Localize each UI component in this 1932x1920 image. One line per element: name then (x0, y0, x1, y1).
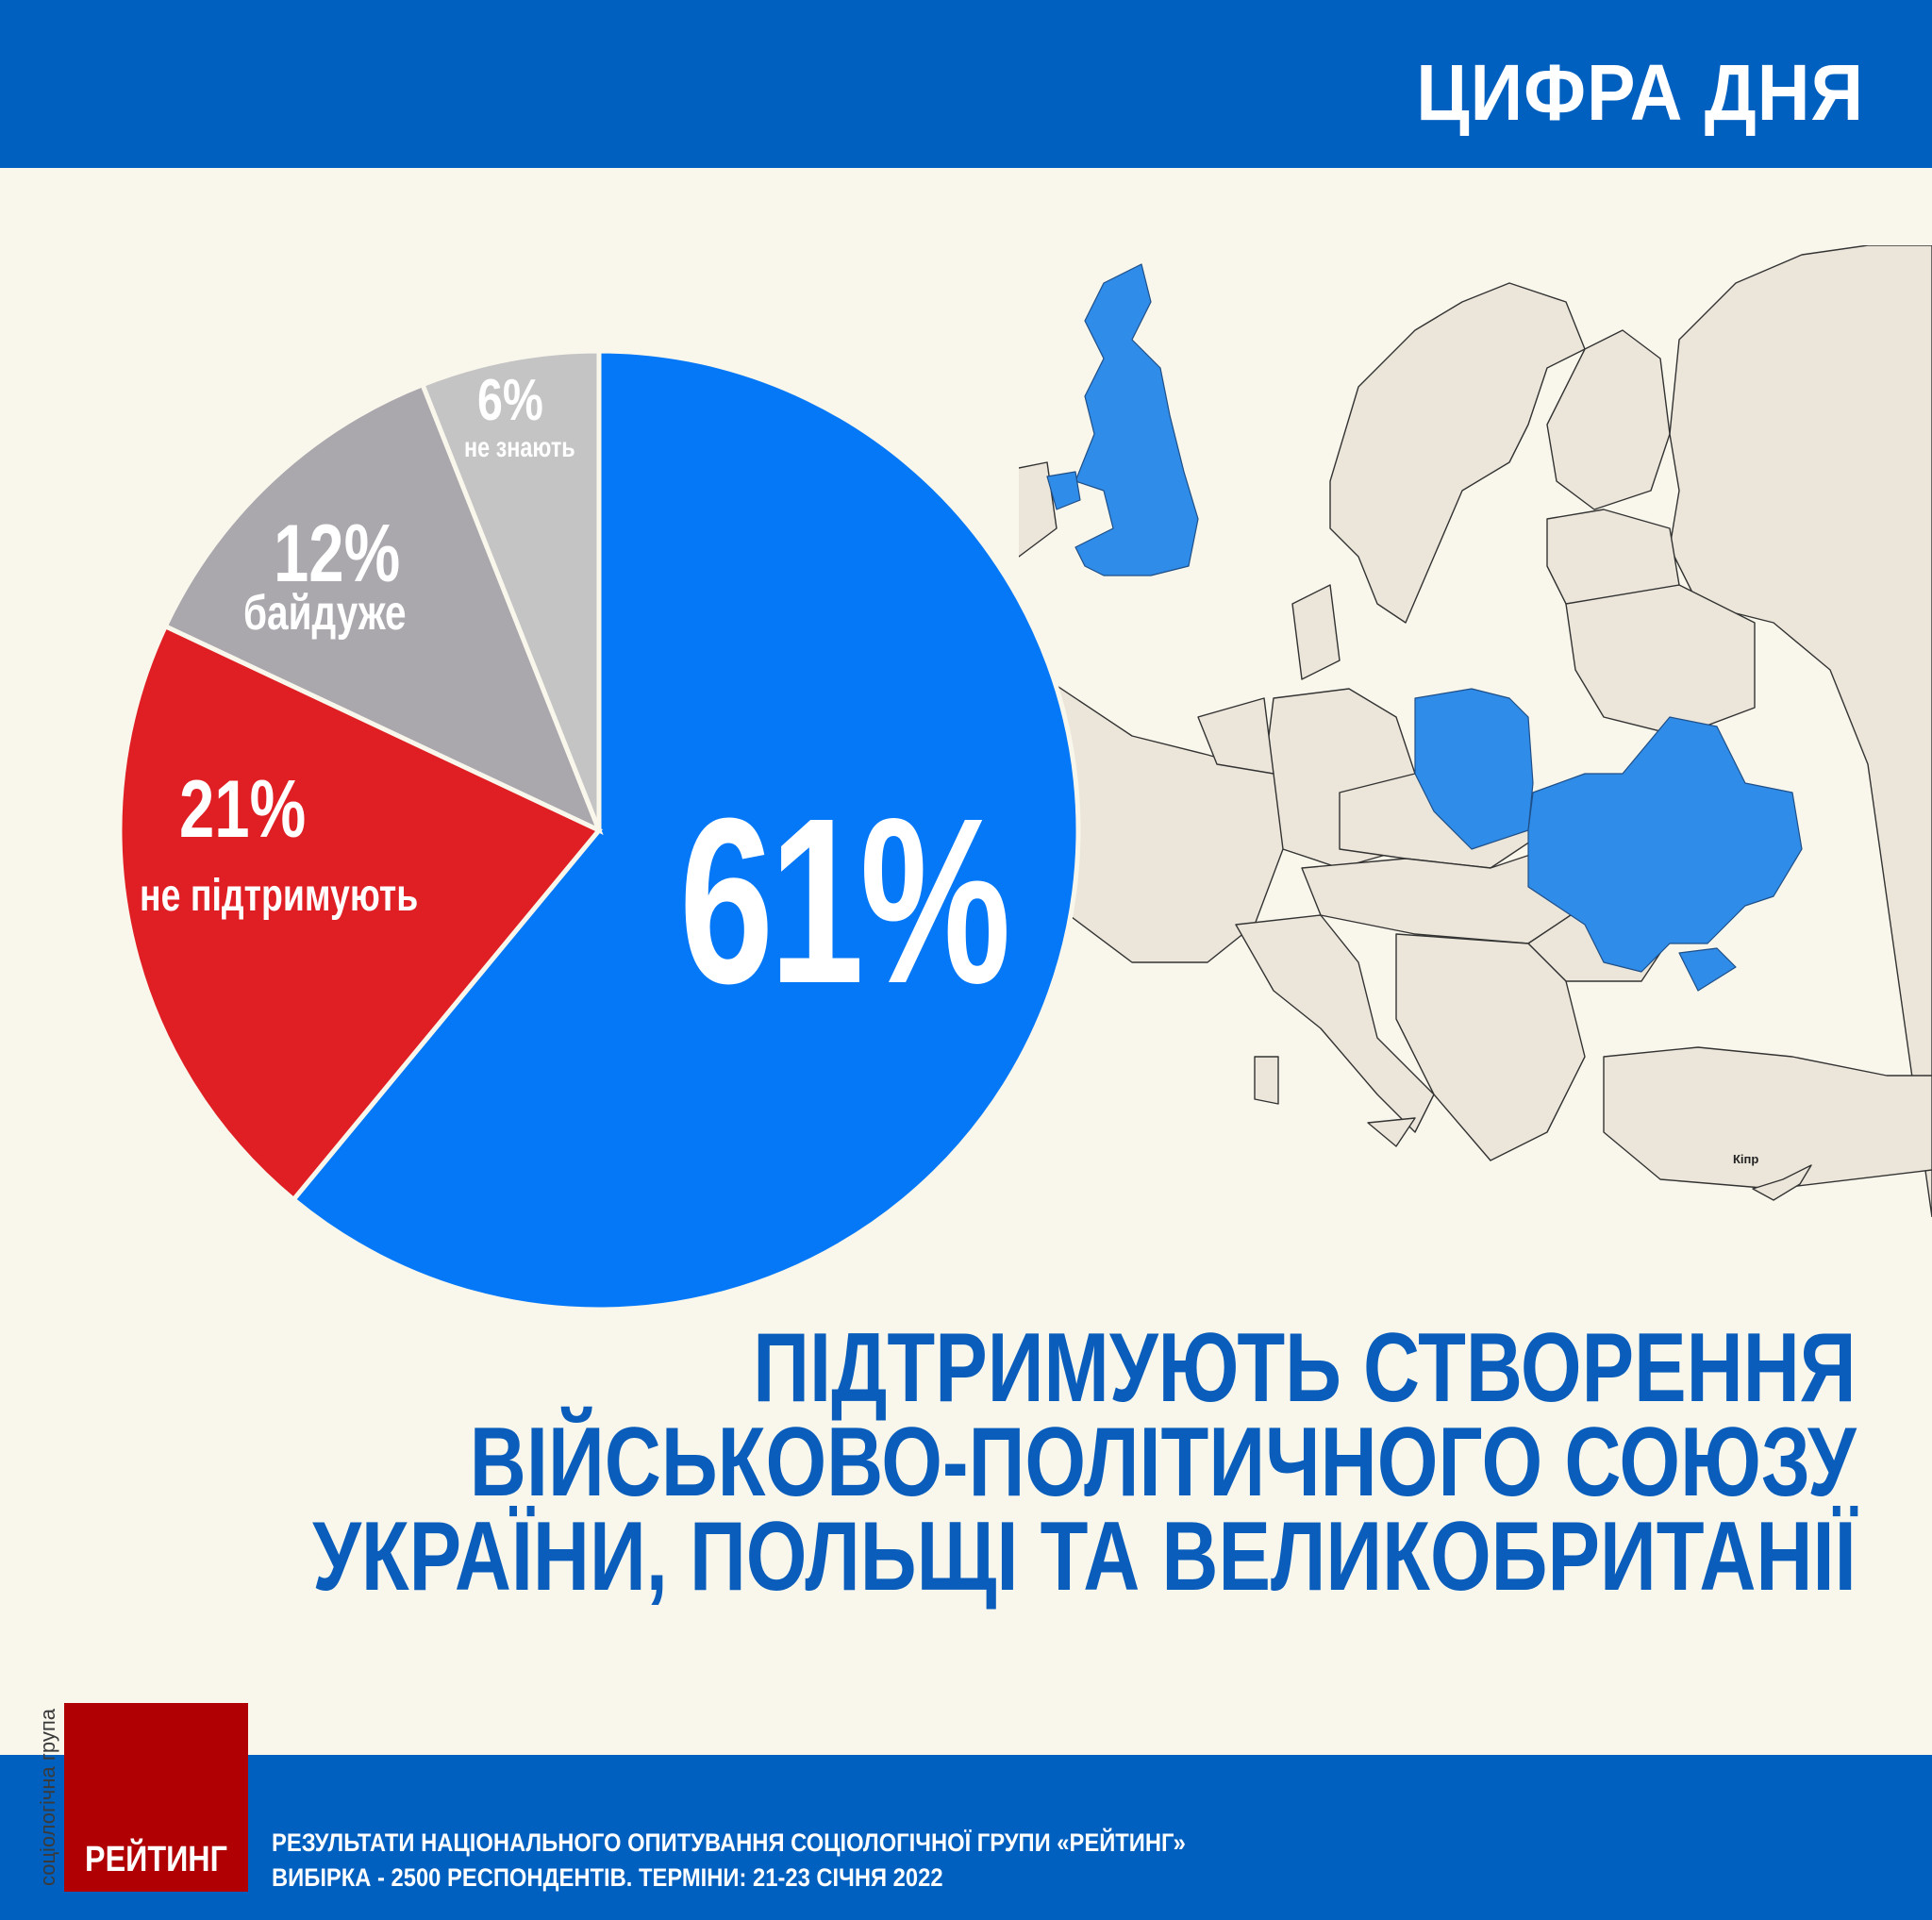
map-benelux (1197, 697, 1274, 775)
oppose-text-label: не підтримують (140, 871, 419, 921)
footer-bar (0, 1755, 1932, 1920)
map-turkey (1603, 1046, 1932, 1190)
map-crimea (1678, 947, 1737, 992)
pie-slice-oppose (117, 623, 603, 1203)
headline-line-3: УКРАЇНИ, ПОЛЬЩІ ТА ВЕЛИКОБРИТАНІЇ (312, 1502, 1857, 1611)
map-poland (1414, 688, 1534, 850)
indifferent-percent-label: 12% (274, 509, 401, 599)
footer-line-1: РЕЗУЛЬТАТИ НАЦІОНАЛЬНОГО ОПИТУВАННЯ СОЦІ… (272, 1828, 1186, 1857)
footer-line-2: ВИБІРКА - 2500 РЕСПОНДЕНТІВ. ТЕРМІНИ: 21… (272, 1863, 943, 1892)
pie-slice-dont_know (419, 348, 602, 831)
dont-know-percent-label: 6% (476, 368, 543, 433)
map-ireland (1019, 461, 1058, 558)
map-northern-ireland (1046, 471, 1081, 510)
europe-map: Кіпр (1019, 245, 1932, 1217)
map-sicily (1367, 1117, 1416, 1147)
oppose-percent-label: 21% (179, 764, 307, 855)
map-finland (1546, 329, 1671, 510)
map-cyprus (1752, 1164, 1812, 1201)
map-ukraine (1527, 716, 1803, 973)
headline-line-2: ВІЙСЬКОВО-ПОЛІТИЧНОГО СОЮЗУ (470, 1408, 1857, 1517)
map-uk (1074, 263, 1199, 576)
logo-vertical-caption: соціологічна група (34, 1703, 62, 1892)
header-title: ЦИФРА ДНЯ (1416, 48, 1864, 137)
map-italy (1235, 914, 1435, 1133)
headline-line-1: ПІДТРИМУЮТЬ СТВОРЕННЯ (753, 1313, 1857, 1423)
cyprus-label: Кіпр (1733, 1152, 1758, 1166)
map-balkans (1395, 933, 1586, 1161)
support-percent-label: 61% (679, 769, 1011, 1032)
map-sardinia (1254, 1056, 1279, 1105)
dont-know-text-label: не знають (464, 432, 575, 463)
logo-text: РЕЙТИНГ (85, 1840, 227, 1879)
pie-slice-indifferent (162, 381, 604, 835)
indifferent-text-label: байдуже (243, 586, 407, 641)
headline: ПІДТРИМУЮТЬ СТВОРЕННЯ ВІЙСЬКОВО-ПОЛІТИЧН… (312, 1313, 1857, 1611)
logo-vertical-text: соціологічна група (36, 1708, 59, 1887)
header-bar: ЦИФРА ДНЯ (0, 0, 1932, 168)
pie-slice-support (290, 348, 1081, 1312)
map-scandinavia (1329, 282, 1586, 624)
map-denmark (1291, 584, 1341, 680)
rating-logo: РЕЙТИНГ (64, 1703, 248, 1892)
map-belarus (1565, 584, 1756, 737)
